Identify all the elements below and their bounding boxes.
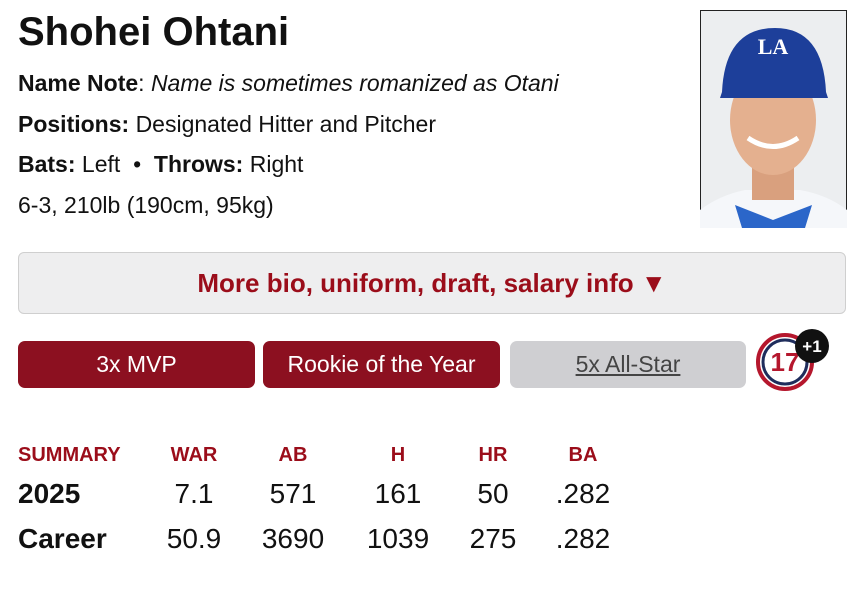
badge-extra: +1 [802, 337, 821, 356]
label: Bats: [18, 151, 76, 177]
stat-cell: 50 [477, 478, 509, 509]
stat-cell: 1039 [366, 523, 430, 554]
number-badge[interactable]: 17 +1 [750, 325, 834, 397]
physical: 6-3, 210lb (190cm, 95kg) [18, 192, 274, 218]
label: Name Note [18, 70, 139, 96]
column-header: H [390, 444, 406, 466]
label: Throws: [153, 151, 244, 177]
award-pill[interactable]: Rookie of the Year [263, 341, 500, 388]
stat-cell: .282 [555, 523, 611, 554]
note: Name is sometimes romanized as Otani [150, 70, 559, 96]
stat-cell: 571 [269, 478, 317, 509]
handedness: Bats: Left • Throws: Right [18, 151, 303, 178]
stat-cell: 50.9 [166, 523, 222, 554]
value: Designated Hitter and Pitcher [135, 111, 436, 137]
stat-cell: 3690 [261, 523, 325, 554]
positions: Positions: Designated Hitter and Pitcher [18, 111, 436, 138]
svg-text:LA: LA [758, 34, 789, 59]
stat-cell: .282 [555, 478, 611, 509]
award-pill[interactable]: 3x MVP [18, 341, 255, 388]
award-pill[interactable]: 5x All-Star [510, 341, 746, 388]
bullet: • [133, 151, 142, 177]
stat-cell: 275 [469, 523, 517, 554]
jersey-number: 17 [771, 347, 800, 377]
value: Right [249, 151, 304, 177]
stat-cell: 161 [374, 478, 422, 509]
column-header: BA [568, 444, 598, 466]
row-label: Career [18, 523, 107, 554]
player-name: Shohei Ohtani [18, 10, 290, 54]
name-note: Name Note: Name is sometimes romanized a… [18, 70, 559, 97]
value: Left [81, 151, 121, 177]
column-header: WAR [170, 444, 218, 466]
row-label: 2025 [18, 478, 81, 509]
label: Positions: [18, 111, 130, 137]
stat-cell: 7.1 [174, 478, 214, 509]
column-header: AB [278, 444, 308, 466]
player-photo: LA [700, 10, 847, 228]
column-header: SUMMARY [18, 444, 121, 466]
separator: : [138, 70, 145, 96]
more-info-button[interactable]: More bio, uniform, draft, salary info ▼ [18, 252, 846, 314]
column-header: HR [478, 444, 508, 466]
